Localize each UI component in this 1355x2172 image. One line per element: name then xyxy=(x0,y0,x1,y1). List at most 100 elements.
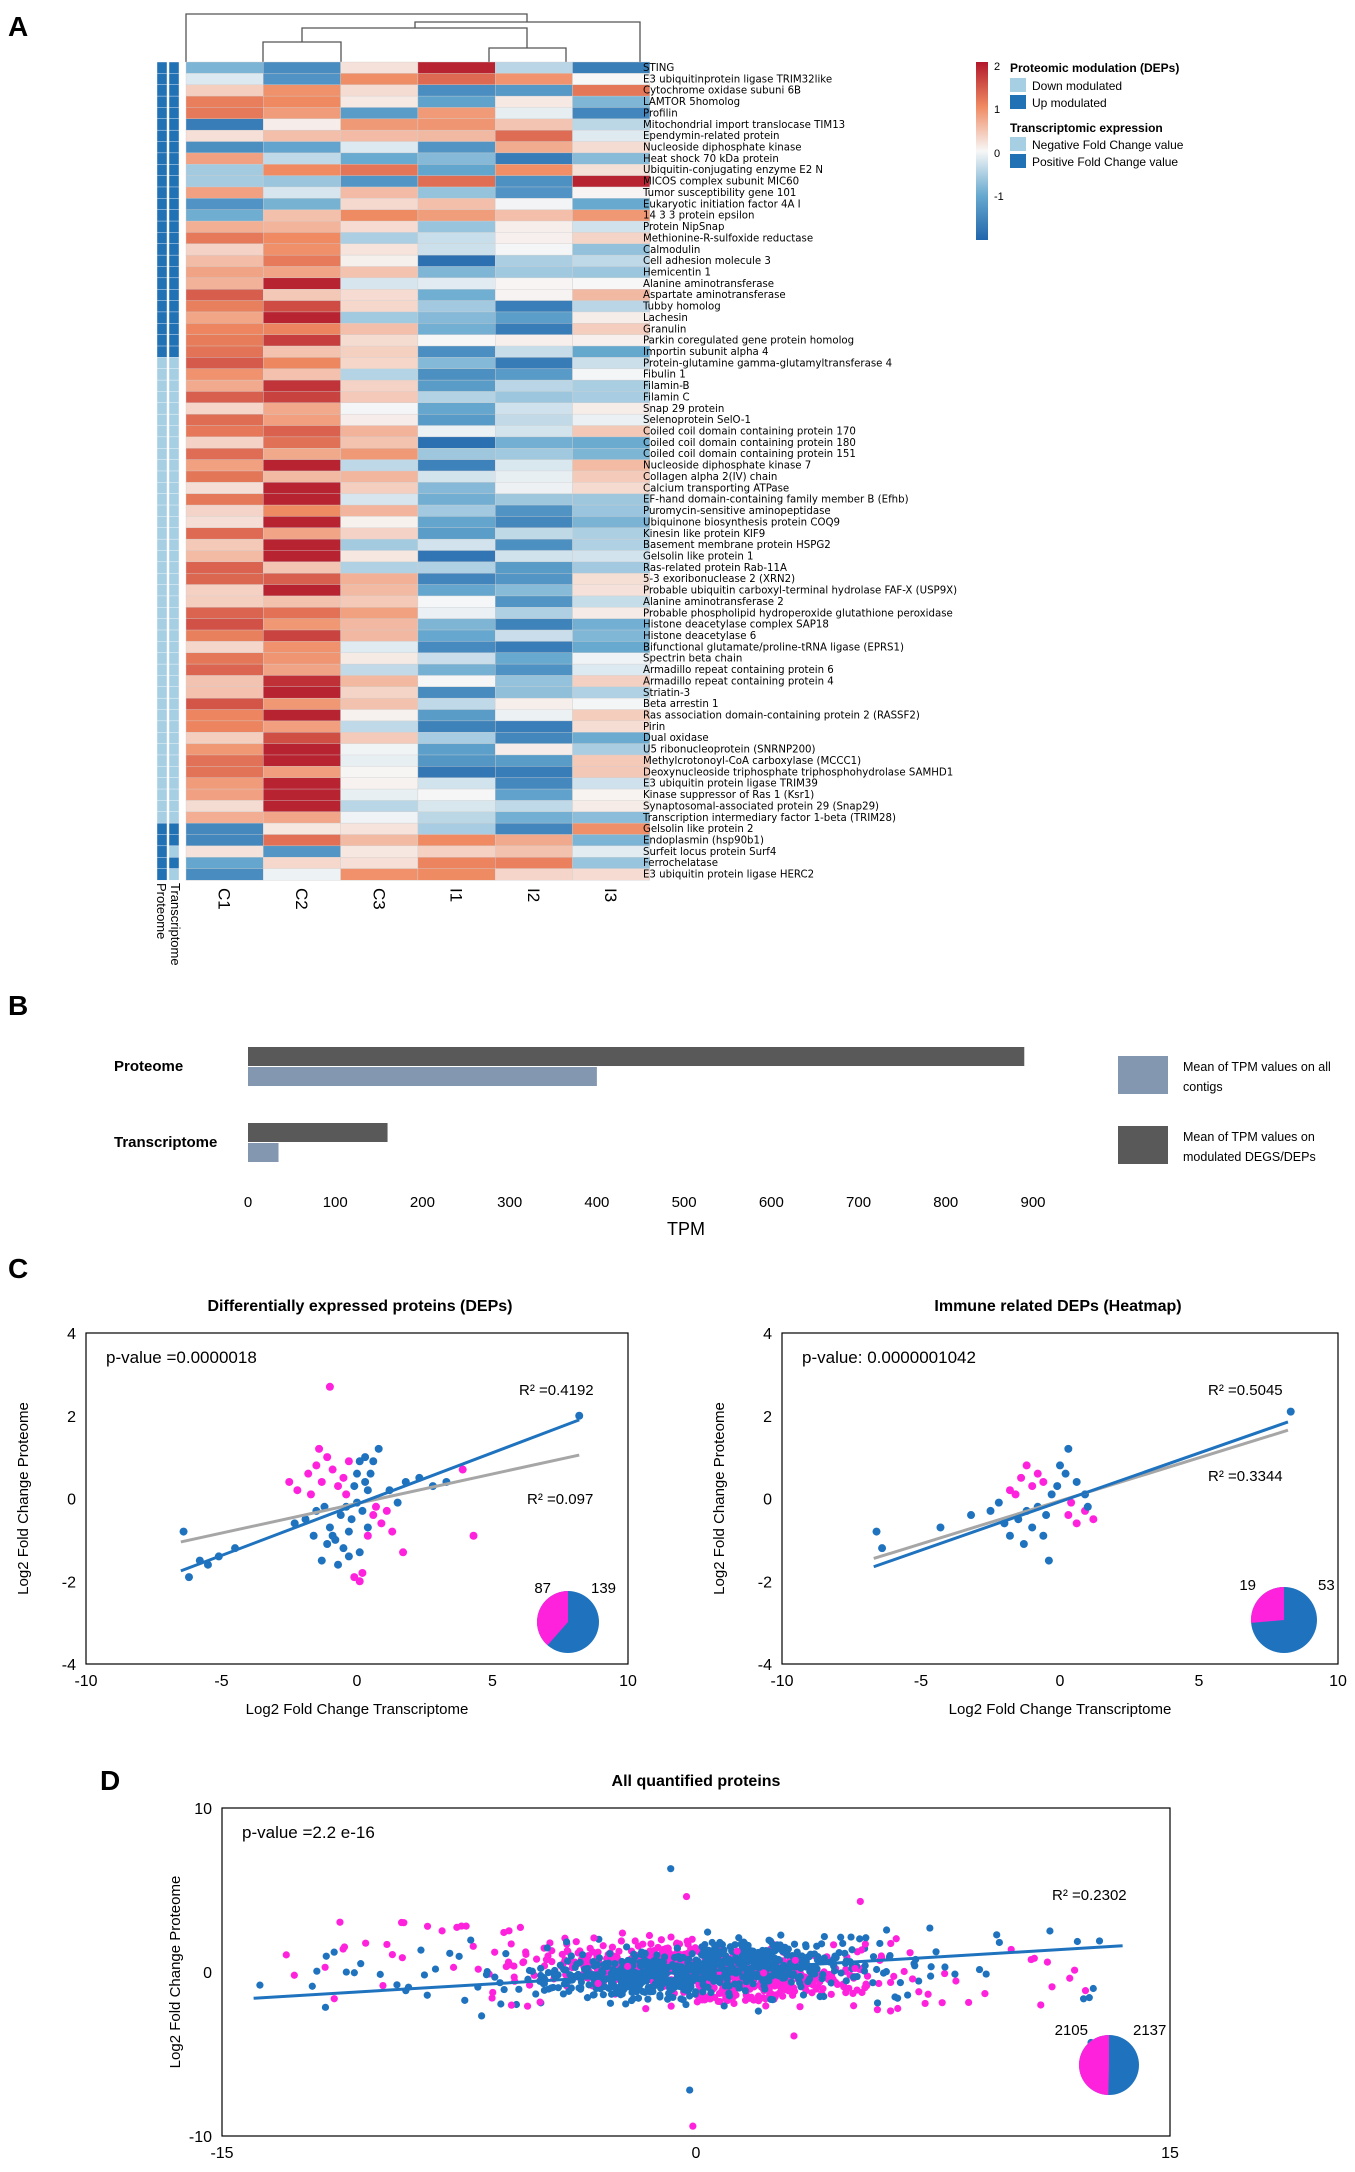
point-blue xyxy=(860,1967,869,1975)
heatmap-cell xyxy=(185,561,264,574)
point-blue xyxy=(595,1954,604,1962)
heatmap-cell xyxy=(340,641,419,654)
point-blue xyxy=(1073,1937,1081,1946)
heatmap-cell xyxy=(340,141,419,154)
heatmap-cell xyxy=(495,413,573,427)
point-blue xyxy=(861,1961,869,1970)
heatmap-cell xyxy=(263,266,341,279)
proteome-annotation-cell xyxy=(156,527,168,540)
heatmap-cell xyxy=(572,334,651,347)
point-blue xyxy=(344,1527,353,1536)
gene-label: Kinesin like protein KIF9 xyxy=(643,529,765,540)
point-blue xyxy=(544,1969,553,1977)
point-pink xyxy=(458,1465,467,1474)
heatmap-cell xyxy=(417,788,496,801)
gene-label: Ependymin-related protein xyxy=(643,131,780,142)
transcriptome-annotation-cell xyxy=(168,663,180,676)
point-blue xyxy=(376,1970,384,1978)
heatmap-cell xyxy=(417,470,496,483)
point-blue xyxy=(818,1975,826,1983)
heatmap-cell xyxy=(572,652,651,665)
r-squared-label: R² =0.2302 xyxy=(1052,1887,1127,1904)
heatmap-cell xyxy=(263,300,341,313)
point-blue xyxy=(313,1967,321,1975)
point-blue xyxy=(599,1968,607,1977)
heatmap-cell xyxy=(495,754,573,767)
heatmap-cell xyxy=(185,436,264,449)
point-blue xyxy=(848,1946,856,1954)
point-pink xyxy=(1028,1482,1037,1491)
heatmap-cell xyxy=(340,323,419,336)
heatmap-cell xyxy=(263,857,341,870)
heatmap-cell xyxy=(572,129,651,143)
heatmap-cell xyxy=(495,800,573,813)
point-pink xyxy=(1027,1955,1035,1964)
point-blue xyxy=(605,1959,613,1967)
proteome-annotation-cell xyxy=(156,243,168,256)
heatmap-cell xyxy=(417,641,496,654)
heatmap-cell xyxy=(340,425,419,438)
heatmap-cell xyxy=(263,618,341,631)
heatmap-cell xyxy=(185,811,264,824)
heatmap-cell xyxy=(263,720,341,733)
gene-label: Armadillo repeat containing protein 6 xyxy=(643,665,834,676)
point-pink xyxy=(377,1519,386,1528)
heatmap-cell xyxy=(263,834,341,847)
heatmap-cell xyxy=(340,822,419,835)
proteome-annotation-cell xyxy=(156,777,168,790)
transcriptome-annotation-cell xyxy=(168,277,180,290)
heatmap-cell xyxy=(495,175,573,188)
heatmap-cell xyxy=(495,493,573,506)
proteome-annotation-cell xyxy=(156,254,168,267)
heatmap-cell xyxy=(572,73,651,86)
point-blue xyxy=(941,1963,949,1971)
heatmap-cell xyxy=(495,822,573,835)
heatmap-cell xyxy=(340,73,419,86)
point-blue xyxy=(703,1948,712,1956)
heatmap-cell xyxy=(495,618,573,631)
point-blue xyxy=(325,1523,334,1532)
heatmap-cell xyxy=(340,743,419,756)
transcriptome-annotation-cell xyxy=(168,584,180,597)
point-pink xyxy=(449,1963,458,1971)
point-blue xyxy=(350,1482,359,1491)
proteome-annotation-cell xyxy=(156,845,168,858)
heatmap-cell xyxy=(340,482,419,495)
point-pink xyxy=(321,1963,329,1971)
gene-label: Pirin xyxy=(643,722,665,733)
point-blue xyxy=(622,2000,630,2008)
heatmap-cell xyxy=(495,538,573,551)
heatmap-cell xyxy=(572,436,651,449)
transcriptome-annotation-cell xyxy=(168,84,180,97)
point-blue xyxy=(576,1958,584,1966)
heatmap-cell xyxy=(263,334,341,347)
point-blue xyxy=(1089,1984,1097,1993)
point-blue xyxy=(699,1981,707,1989)
transcriptome-annotation-cell xyxy=(168,436,180,449)
point-blue xyxy=(417,1946,425,1954)
point-blue xyxy=(713,1941,721,1949)
heatmap-cell xyxy=(185,152,264,165)
gene-label: Dual oxidase xyxy=(643,733,709,744)
heatmap-cell xyxy=(185,538,264,551)
p-value-label: p-value =0.0000018 xyxy=(106,1348,257,1367)
point-blue xyxy=(761,1985,769,1993)
transcriptome-annotation-cell xyxy=(168,413,180,427)
bar xyxy=(248,1123,388,1142)
heatmap-cell xyxy=(185,743,264,756)
heatmap-cell xyxy=(572,482,651,495)
legend-swatch-down xyxy=(1010,78,1026,92)
proteome-annotation-cell xyxy=(156,345,168,358)
transcriptome-annotation-cell xyxy=(168,516,180,529)
heatmap-cell xyxy=(495,311,573,324)
point-pink xyxy=(892,1935,900,1943)
point-outlier xyxy=(689,2122,697,2130)
gene-label: Methionine-R-sulfoxide reductase xyxy=(643,233,813,244)
point-blue xyxy=(334,1560,343,1569)
heatmap-cell xyxy=(495,129,573,143)
gene-label: Kinase suppressor of Ras 1 (Ksr1) xyxy=(643,790,814,801)
heatmap-cell xyxy=(340,504,419,517)
point-blue xyxy=(685,1992,694,2000)
point-pink xyxy=(371,1502,380,1511)
point-blue xyxy=(606,1950,614,1958)
